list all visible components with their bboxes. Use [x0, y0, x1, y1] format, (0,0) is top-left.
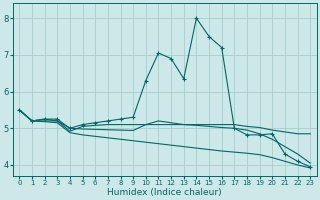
X-axis label: Humidex (Indice chaleur): Humidex (Indice chaleur) — [108, 188, 222, 197]
